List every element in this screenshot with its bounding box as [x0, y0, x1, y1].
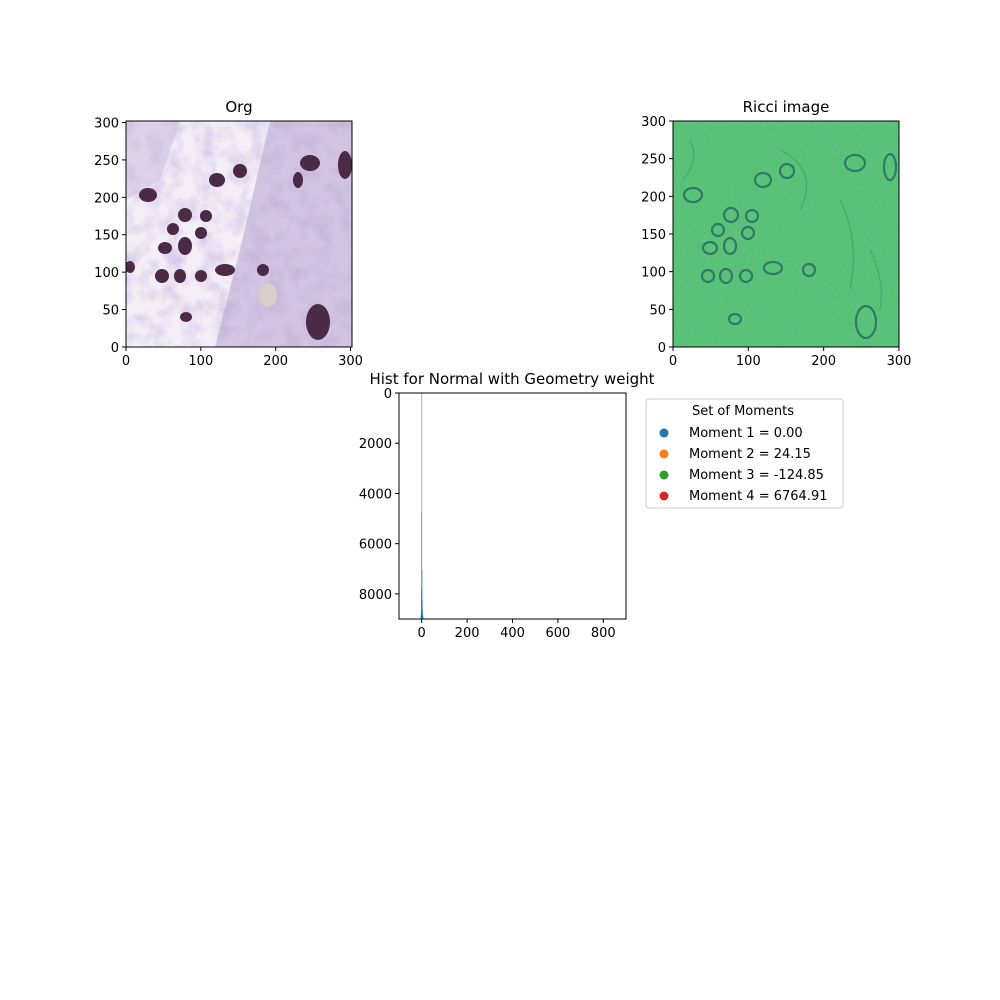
hist-x-tick-label: 0: [418, 626, 426, 641]
ricci-y-tick-label: 100: [641, 266, 666, 281]
org-y-tick-label: 250: [94, 154, 119, 169]
org-y-tick-label: 100: [94, 266, 119, 281]
hist-y-tick-label: 8000: [359, 588, 392, 603]
hist-y-tick-label: 0: [384, 387, 392, 402]
legend-entry-label: Moment 1 = 0.00: [689, 426, 803, 441]
hist-title: Hist for Normal with Geometry weight: [369, 370, 654, 388]
ricci-y-tick-label: 300: [641, 115, 666, 130]
ricci-y-tick-label: 150: [641, 228, 666, 243]
ricci-x-tick-label: 200: [811, 354, 836, 369]
legend-entry-label: Moment 4 = 6764.91: [689, 489, 828, 504]
hist-y-tick-label: 6000: [359, 538, 392, 553]
ricci-y-tick-label: 250: [641, 153, 666, 168]
hist-bar: [421, 393, 423, 619]
org-y-tick-label: 150: [94, 229, 119, 244]
hist-bar: [422, 617, 424, 619]
hist-x-tick-label: 200: [455, 626, 480, 641]
ricci-y-tick-label: 200: [641, 190, 666, 205]
hist-x-tick-label: 800: [591, 626, 616, 641]
org-y-tick-label: 50: [102, 304, 119, 319]
org-y-ticks: 0 50 100 150 200 250 300: [94, 116, 126, 356]
hist-x-tick-label: 400: [500, 626, 525, 641]
org-y-tick-label: 200: [94, 191, 119, 206]
org-x-tick-label: 100: [188, 354, 213, 369]
ricci-x-tick-label: 100: [736, 354, 761, 369]
ricci-x-tick-label: 0: [669, 354, 677, 369]
hist-y-ticks: 0 2000 4000 6000 8000: [359, 387, 399, 603]
org-image: [126, 121, 352, 347]
hist-x-tick-label: 600: [545, 626, 570, 641]
ricci-y-tick-label: 50: [649, 303, 666, 318]
legend-marker: [659, 449, 669, 459]
hist-y-tick-label: 2000: [359, 437, 392, 452]
ricci-x-ticks: 0 100 200 300: [669, 347, 912, 369]
hist-x-ticks: 0 200 400 600 800: [418, 619, 616, 641]
org-x-ticks: 0 100 200 300: [122, 347, 363, 369]
org-panel: Org 0 100 200 300 0 50 100 150 200 250 300: [94, 98, 363, 369]
legend-marker: [659, 470, 669, 480]
hist-bar: [422, 608, 423, 619]
ricci-title: Ricci image: [743, 98, 830, 116]
ricci-y-tick-label: 0: [658, 341, 666, 356]
legend-entry-label: Moment 2 = 24.15: [689, 447, 811, 462]
ricci-image: [673, 121, 899, 347]
histogram-panel: Hist for Normal with Geometry weight 0 20…: [359, 370, 655, 641]
moments-legend: Set of Moments Moment 1 = 0.00 Moment 2 =…: [645, 398, 844, 509]
hist-y-tick-label: 4000: [359, 487, 392, 502]
ricci-x-tick-label: 300: [887, 354, 912, 369]
org-title: Org: [225, 98, 252, 116]
legend-marker: [659, 428, 669, 438]
org-y-tick-label: 0: [111, 341, 119, 356]
org-y-tick-label: 300: [94, 116, 119, 131]
org-x-tick-label: 0: [122, 354, 130, 369]
hist-bar: [421, 570, 423, 619]
hist-bars: [420, 393, 424, 619]
org-x-tick-label: 300: [338, 354, 363, 369]
legend-marker: [659, 491, 669, 501]
org-x-tick-label: 200: [263, 354, 288, 369]
legend-entry-label: Moment 3 = -124.85: [689, 468, 824, 483]
legend-title: Set of Moments: [692, 404, 794, 419]
ricci-y-ticks: 0 50 100 150 200 250 300: [641, 115, 673, 356]
